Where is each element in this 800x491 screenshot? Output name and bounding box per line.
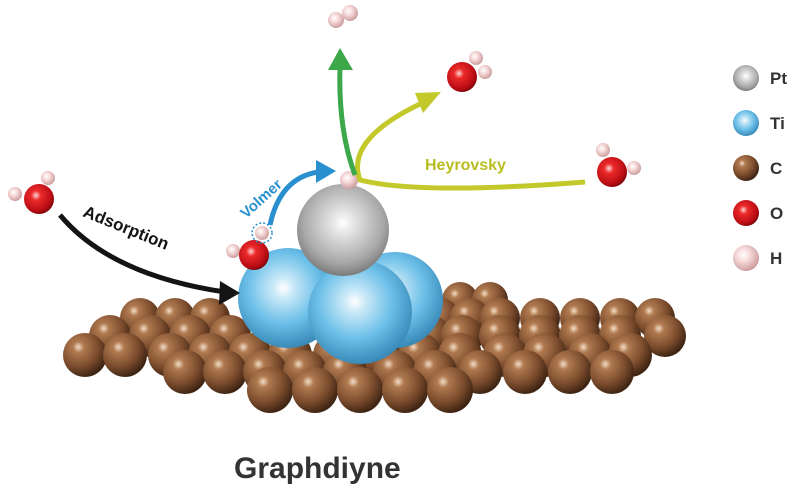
- volmer-arrowhead: [316, 160, 336, 183]
- h-atom: [469, 51, 483, 65]
- heyrovsky-water-molecule: [596, 143, 641, 187]
- substrate-label: Graphdiyne: [234, 452, 401, 485]
- c-atom: [63, 333, 107, 377]
- c-atom: [427, 367, 473, 413]
- c-atom: [590, 350, 634, 394]
- titanium-cluster: [238, 248, 443, 364]
- c-atom: [163, 350, 207, 394]
- ti-atom: [308, 260, 412, 364]
- graphdiyne-carbon-layer: [63, 282, 686, 413]
- h2-release-arrow: [337, 65, 358, 176]
- reacting-h-highlight: [251, 222, 273, 244]
- h-atom: [328, 12, 344, 28]
- h-atom: [41, 171, 55, 185]
- o-atom: [24, 184, 54, 214]
- volmer-arrow: [267, 169, 319, 226]
- c-atom: [382, 367, 428, 413]
- heyrovsky-arrowhead: [415, 92, 441, 113]
- heyrovsky-label: Heyrovsky: [425, 157, 506, 174]
- legend-label-o: O: [770, 204, 783, 223]
- h2-release-arrowhead: [328, 48, 353, 70]
- c-atom: [503, 350, 547, 394]
- c-atom: [247, 367, 293, 413]
- o-atom: [239, 240, 269, 270]
- c-atom-icon: [733, 155, 759, 181]
- h-atom: [8, 187, 22, 201]
- h-atom: [342, 5, 358, 21]
- legend-label-h: H: [770, 249, 782, 268]
- adsorption-arrow: [58, 213, 226, 295]
- legend-label-pt: Pt: [770, 69, 787, 88]
- h-atom: [627, 161, 641, 175]
- pt-atom: [297, 184, 389, 276]
- h-atom-icon: [733, 245, 759, 271]
- h-atom: [596, 143, 610, 157]
- h2-molecule: [328, 5, 358, 28]
- c-atom: [292, 367, 338, 413]
- legend-label-ti: Ti: [770, 114, 785, 133]
- heyrovsky-arrow: [355, 101, 586, 191]
- c-atom: [644, 315, 686, 357]
- ti-atom-icon: [733, 110, 759, 136]
- legend-label-c: C: [770, 159, 782, 178]
- element-legend: Pt Ti C O H: [733, 65, 787, 271]
- adsorption-arrowhead: [219, 281, 240, 305]
- h-atom: [255, 226, 269, 240]
- o-atom-icon: [733, 200, 759, 226]
- o-atom: [447, 62, 477, 92]
- pt-atom-icon: [733, 65, 759, 91]
- incoming-water-molecule: [8, 171, 55, 214]
- c-atom: [337, 367, 383, 413]
- c-atom: [548, 350, 592, 394]
- c-atom: [203, 350, 247, 394]
- h-atom: [478, 65, 492, 79]
- o-atom: [597, 157, 627, 187]
- product-water-molecule: [447, 51, 492, 92]
- h-atom: [226, 244, 240, 258]
- adsorbed-water-molecule: [226, 222, 273, 270]
- c-atom: [103, 333, 147, 377]
